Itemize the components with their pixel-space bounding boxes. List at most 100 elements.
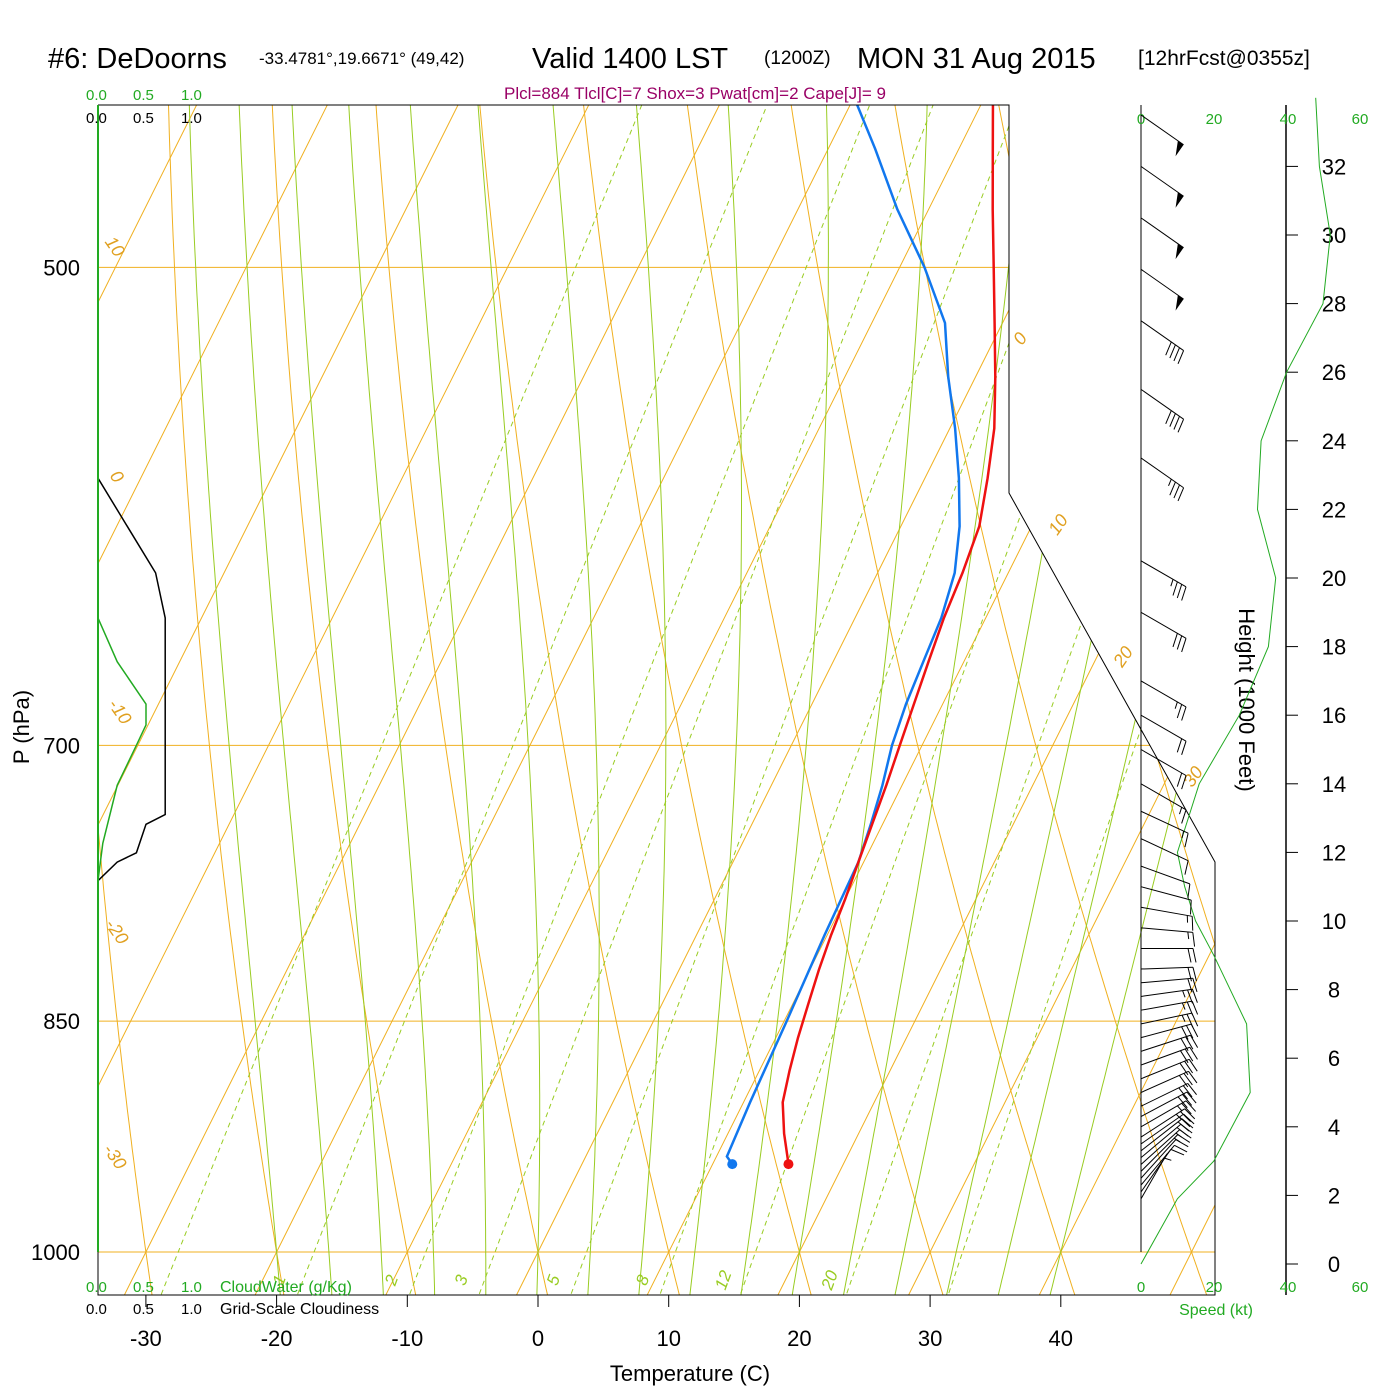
speed-tick-top-2: 40 [1280, 111, 1297, 128]
height-tick-label: 16 [1322, 703, 1346, 728]
wind-barb-full [1181, 775, 1187, 790]
wind-barb-full [1169, 344, 1176, 359]
wind-barb-full [1178, 1075, 1189, 1088]
wind-barb [1140, 560, 1187, 601]
wind-barb-full [1187, 1083, 1197, 1096]
moist-adiabat-line [385, 105, 487, 1295]
wind-barb-full [1184, 1048, 1194, 1062]
wind-barb [1140, 810, 1189, 848]
wind-barb-full [1177, 487, 1185, 502]
wind-barb-full [1185, 1036, 1194, 1050]
stability-indices: Plcl=884 Tlcl[C]=7 Shox=3 Pwat[cm]=2 Cap… [504, 84, 886, 103]
moist-adiabat-line [730, 105, 829, 1295]
wind-barb-full [1165, 341, 1172, 356]
wind-barb-full [1176, 635, 1183, 650]
dry-adiabat-line [703, 105, 1098, 1295]
wind-barb-staff [1140, 1082, 1188, 1107]
wind-barb-staff [1140, 1139, 1177, 1179]
moist-adiabat-line [184, 105, 286, 1295]
wind-barb-full [1173, 484, 1180, 499]
wind-barb [1140, 865, 1191, 899]
mixing-ratio-label: 8 [632, 1272, 653, 1288]
wind-barb-full [1176, 584, 1183, 599]
wind-barb-staff [1140, 217, 1184, 249]
height-tick-label: 12 [1322, 840, 1346, 865]
wind-barb-full [1172, 581, 1178, 596]
wind-barb-half [1181, 1002, 1186, 1010]
wind-barb [1140, 1134, 1191, 1172]
mixing-ratio-label: 2 [381, 1272, 403, 1289]
wind-barb-half [1175, 1132, 1183, 1138]
wind-barb [1141, 947, 1197, 963]
speed-tick-bottom-3: 60 [1352, 1279, 1369, 1296]
wind-barb-full [1180, 1111, 1191, 1122]
height-tick-label: 24 [1322, 429, 1346, 454]
wind-barb-staff [1140, 810, 1189, 834]
wind-barb-staff [1140, 865, 1191, 885]
isotherm-line [1005, 105, 1215, 1295]
wind-barb-staff [1140, 1144, 1175, 1186]
wind-barb [1140, 268, 1184, 311]
wind-barb-full [1179, 1062, 1189, 1076]
wind-barb-full [1165, 410, 1172, 424]
dry-adiabat-label: 0 [1009, 329, 1031, 349]
x-axis-label: Temperature (C) [610, 1361, 770, 1386]
isotherm-line [352, 105, 1215, 1295]
dry-adiabat-label: 10 [1044, 511, 1072, 539]
moist-adiabat-line [330, 105, 437, 1295]
wind-barb-staff [1140, 1134, 1179, 1172]
wind-barb-full [1177, 1096, 1188, 1109]
wind-barb [1140, 966, 1197, 982]
mixing-ratio-label: 3 [451, 1272, 472, 1288]
wind-barb [1140, 165, 1184, 208]
wind-barb-full [1184, 1108, 1196, 1120]
temperature-tick-label: 20 [787, 1326, 811, 1351]
mixing-ratio-line [716, 105, 1215, 1295]
wind-barb-staff [1140, 1046, 1191, 1066]
mixing-ratio-label: 20 [817, 1267, 842, 1293]
wind-barb-staff [1140, 1149, 1172, 1193]
wind-barb-full [1182, 1085, 1193, 1098]
wind-barb-full [1177, 350, 1185, 364]
moist-adiabat-line [671, 105, 742, 1295]
wind-barb-full [1184, 860, 1189, 875]
utc-time: (1200Z) [764, 48, 831, 69]
wind-barb [1140, 714, 1187, 755]
wind-barb-staff [1140, 1034, 1191, 1052]
cloudwater-tick-bottom-0: 0.0 [86, 1279, 107, 1296]
wind-barb-staff [1140, 1023, 1192, 1039]
isotherm-line [613, 105, 1215, 1295]
wind-barb-staff [1140, 966, 1193, 970]
temperature-tick-label: -20 [261, 1326, 293, 1351]
height-tick-label: 28 [1322, 292, 1346, 317]
wind-barb-staff [1140, 977, 1193, 984]
dewpoint-line [691, 105, 961, 1165]
cloudwater-tick-top-1: 0.5 [133, 87, 154, 104]
speed-tick-top-3: 60 [1352, 111, 1369, 128]
wind-barb [1140, 1100, 1197, 1128]
wind-barb [1140, 388, 1185, 433]
wind-barb-full [1187, 967, 1192, 982]
wind-barb-full [1191, 916, 1194, 931]
wind-barb [1140, 1082, 1197, 1107]
wind-barb [1140, 611, 1187, 653]
moist-adiabat-line [1033, 105, 1215, 1295]
wind-barb-full [1181, 741, 1187, 755]
axis-ticks: 100-10-20-300102030-30-20-10010203040250… [31, 154, 1346, 1351]
wind-barb-staff [1140, 988, 1193, 997]
mixing-ratio-label: 5 [543, 1272, 564, 1288]
temperature-tick-label: 30 [918, 1326, 942, 1351]
valid-time: Valid 1400 LST [532, 43, 728, 75]
temperature-tick-label: 40 [1049, 1326, 1073, 1351]
isotherm-line [744, 105, 1215, 1295]
wind-barb-full [1181, 1102, 1192, 1115]
height-tick-label: 26 [1322, 360, 1346, 385]
cloudiness-tick-top-1: 0.5 [133, 110, 154, 127]
moist-adiabat-line [931, 105, 1215, 1295]
wind-barb-half [1177, 1105, 1183, 1112]
wind-barb-half [1168, 478, 1172, 486]
moist-adiabat-line [780, 105, 930, 1295]
dry-adiabat-label: 0 [106, 467, 128, 487]
wind-barb-full [1170, 1148, 1185, 1156]
cloudwater-label: CloudWater (g/Kg) [220, 1279, 352, 1296]
